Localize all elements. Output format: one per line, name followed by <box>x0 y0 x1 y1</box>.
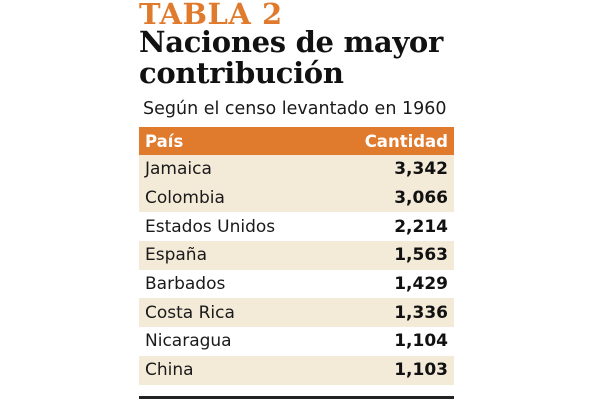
quantity-cell: 3,342 <box>394 159 448 180</box>
data-table: País Cantidad Jamaica 3,342 Colombia 3,0… <box>139 127 454 385</box>
quantity-cell: 1,563 <box>394 245 448 266</box>
country-cell: China <box>145 360 194 381</box>
quantity-cell: 1,429 <box>394 274 448 295</box>
table-row: Costa Rica 1,336 <box>139 298 454 328</box>
quantity-cell: 2,214 <box>394 216 448 237</box>
table-row: Jamaica 3,342 <box>139 155 454 184</box>
table-header: País Cantidad <box>139 127 454 155</box>
country-cell: Nicaragua <box>145 331 232 352</box>
country-cell: España <box>145 245 207 266</box>
header-quantity: Cantidad <box>364 131 448 151</box>
table-title: Naciones de mayor contribución <box>139 25 443 90</box>
table-row: Estados Unidos 2,214 <box>139 212 454 242</box>
table-kicker: TABLA 2 <box>139 0 283 31</box>
quantity-cell: 1,103 <box>394 360 448 381</box>
table-row: Nicaragua 1,104 <box>139 327 454 356</box>
bottom-rule <box>139 396 454 399</box>
country-cell: Barbados <box>145 274 226 295</box>
table-row: Barbados 1,429 <box>139 269 454 299</box>
table-row: España 1,563 <box>139 241 454 270</box>
header-country: País <box>145 131 184 151</box>
quantity-cell: 1,336 <box>394 302 448 323</box>
country-cell: Colombia <box>145 188 225 209</box>
quantity-cell: 3,066 <box>394 188 448 209</box>
country-cell: Jamaica <box>145 159 212 180</box>
quantity-cell: 1,104 <box>394 331 448 352</box>
country-cell: Costa Rica <box>145 302 235 323</box>
table-row: China 1,103 <box>139 355 454 385</box>
country-cell: Estados Unidos <box>145 216 276 237</box>
table-subtitle: Según el censo levantado en 1960 <box>143 99 447 119</box>
table-row: Colombia 3,066 <box>139 183 454 213</box>
